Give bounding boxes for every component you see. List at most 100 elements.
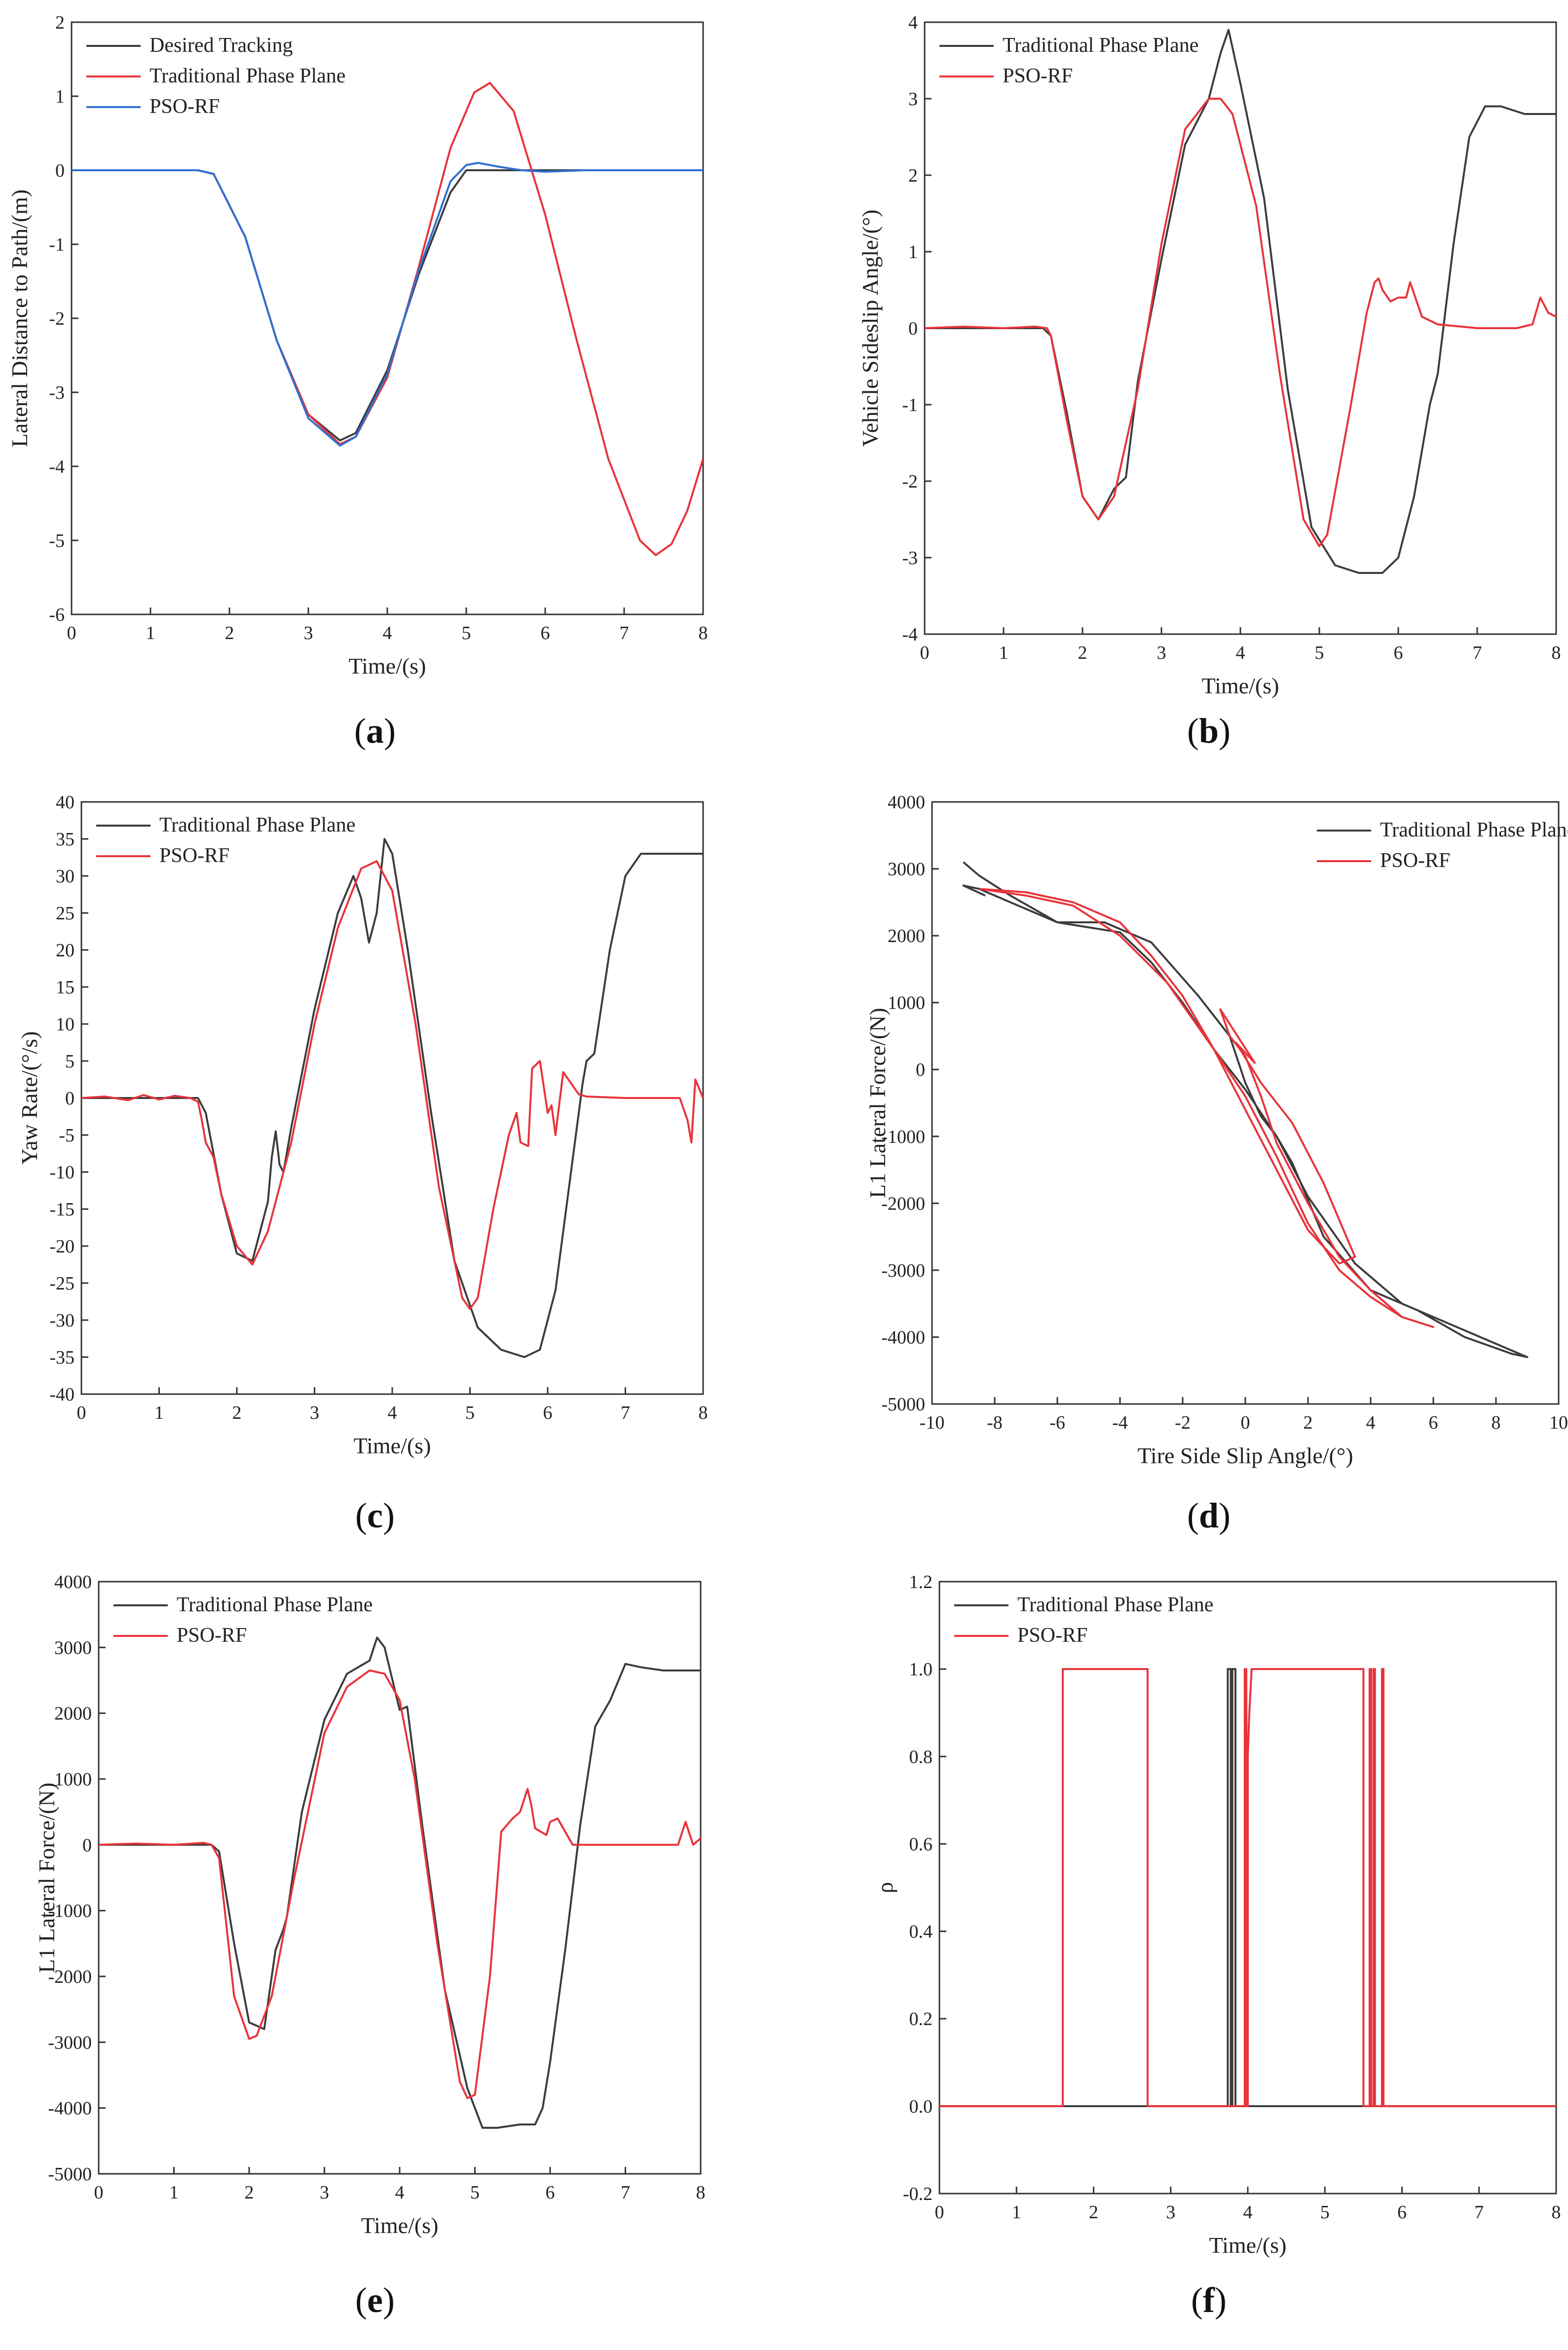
x-tick-label: 3: [310, 1402, 319, 1423]
legend-label: PSO-RF: [149, 95, 220, 118]
series-line-pso-rf: [979, 888, 1434, 1328]
y-axis-title: Vehicle Sideslip Angle/(°): [858, 210, 883, 447]
x-axis-title: Tire Side Slip Angle/(°): [1137, 1443, 1353, 1468]
series-line-pso-rf: [925, 98, 1556, 547]
y-tick-label: 5: [65, 1051, 75, 1072]
x-axis-title: Time/(s): [1202, 673, 1279, 698]
x-tick-label: 8: [1552, 2202, 1561, 2223]
y-tick-label: 1: [908, 242, 918, 263]
x-tick-label: 5: [462, 623, 471, 644]
y-tick-label: -25: [49, 1273, 75, 1294]
y-tick-label: 1: [55, 86, 65, 107]
y-axis-title: L1 Lateral Force/(N): [865, 1008, 890, 1198]
y-tick-label: 35: [56, 829, 75, 850]
y-tick-label: 0.6: [909, 1834, 933, 1855]
caption-letter: b: [1198, 711, 1219, 751]
y-tick-label: 1.2: [909, 1572, 933, 1592]
y-tick-label: 3000: [54, 1637, 92, 1658]
y-tick-label: -5000: [881, 1394, 925, 1415]
y-tick-label: 20: [56, 940, 75, 961]
y-tick-label: -3: [902, 548, 918, 569]
y-tick-label: -1: [902, 395, 918, 416]
series-line-traditional-phase-plane: [72, 82, 703, 556]
y-tick-label: -40: [49, 1384, 75, 1405]
x-tick-label: 5: [470, 2182, 480, 2203]
y-tick-label: -2000: [881, 1193, 925, 1214]
x-tick-label: 5: [1320, 2202, 1330, 2223]
y-tick-label: -0.2: [903, 2184, 933, 2204]
legend-label: PSO-RF: [177, 1624, 247, 1647]
x-tick-label: 4: [1366, 1412, 1376, 1433]
caption-letter: e: [367, 2280, 383, 2320]
x-tick-label: 8: [1492, 1412, 1501, 1433]
y-tick-label: -4: [49, 456, 65, 477]
series-line-traditional-phase-plane: [925, 29, 1556, 574]
y-tick-label: -35: [49, 1347, 75, 1368]
y-tick-label: -3000: [48, 2032, 92, 2053]
x-tick-label: 2: [1089, 2202, 1098, 2223]
x-tick-label: 6: [543, 1402, 553, 1423]
x-tick-label: 4: [1236, 643, 1245, 663]
legend-label: Traditional Phase Plane: [1003, 34, 1198, 57]
chart-panel-f: 0 1 2 3 4 5 6 7 8 -0.2 0.0 0.2 0.4 0.6 0.8 1.0 1.2 Time/(…: [872, 1572, 1561, 2258]
x-tick-label: 3: [1157, 643, 1166, 663]
caption-f: (f): [1191, 2280, 1227, 2320]
y-tick-label: -4000: [48, 2098, 92, 2119]
y-tick-label: -2: [49, 308, 65, 329]
series-line-pso-rf: [81, 860, 703, 1310]
x-tick-label: 8: [696, 2182, 706, 2203]
chart-panel-c: 0 1 2 3 4 5 6 7 8 -40 -35 -30 -25 -20 -15 -10 -5 0 5 10 15 20…: [17, 792, 708, 1458]
x-tick-label: 2: [225, 623, 234, 644]
x-tick-label: 6: [1394, 643, 1403, 663]
legend-label: Traditional Phase Plane: [1017, 1593, 1213, 1616]
y-tick-label: -1000: [48, 1901, 92, 1922]
y-tick-label: 0.4: [909, 1922, 933, 1942]
chart-panel-e: 0 1 2 3 4 5 6 7 8 -5000 -4000 -3000 -2000 -1000 0 1000 2…: [34, 1572, 706, 2238]
x-tick-label: 8: [1552, 643, 1561, 663]
y-axis-title: ρ: [872, 1882, 897, 1894]
y-tick-label: 3000: [888, 859, 925, 880]
x-tick-label: 2: [1078, 643, 1087, 663]
y-tick-label: 2000: [888, 926, 925, 947]
x-tick-label: 4: [383, 623, 392, 644]
y-tick-label: 2: [908, 165, 918, 186]
y-tick-label: 0: [82, 1835, 92, 1856]
y-axis-title: Yaw Rate/(°/s): [17, 1031, 42, 1165]
x-axis-title: Time/(s): [1209, 2233, 1287, 2258]
series-line-pso-rf: [99, 1669, 701, 2099]
x-axis-title: Time/(s): [361, 2213, 439, 2238]
x-tick-label: 1: [999, 643, 1008, 663]
x-tick-label: 8: [699, 623, 708, 644]
y-tick-label: -15: [49, 1199, 75, 1220]
x-tick-label: 6: [541, 623, 550, 644]
y-tick-label: 0: [908, 318, 918, 339]
series-line-pso-rf: [939, 1668, 1556, 2107]
y-tick-label: -5000: [48, 2164, 92, 2185]
y-tick-label: 0: [916, 1060, 925, 1080]
y-tick-label: -6: [49, 605, 65, 625]
y-tick-label: -1000: [881, 1127, 925, 1147]
y-tick-label: -3: [49, 382, 65, 403]
y-tick-label: 25: [56, 903, 75, 924]
x-tick-label: 4: [395, 2182, 405, 2203]
legend-label: PSO-RF: [1380, 849, 1450, 872]
y-tick-label: -10: [49, 1162, 75, 1183]
x-tick-label: 4: [1243, 2202, 1253, 2223]
x-tick-label: 0: [67, 623, 76, 644]
caption-c: (c): [355, 1496, 395, 1535]
x-tick-label: 10: [1549, 1412, 1568, 1433]
y-tick-label: 1.0: [909, 1659, 933, 1680]
y-tick-label: 3: [908, 89, 918, 110]
y-tick-label: 1000: [888, 993, 925, 1014]
x-tick-label: -2: [1175, 1412, 1191, 1433]
legend-label: Traditional Phase Plane: [177, 1593, 373, 1616]
chart-panel-d: -10 -8 -6 -4 -2 0 2 4 6 8 10 -5000 -4000 -3000 -2000 -1…: [865, 792, 1568, 1468]
y-tick-label: 0: [65, 1088, 75, 1109]
x-tick-label: 6: [546, 2182, 555, 2203]
x-tick-label: -10: [920, 1412, 945, 1433]
x-tick-label: 0: [920, 643, 930, 663]
legend-label: Traditional Phase Plane: [159, 814, 355, 836]
x-axis-title: Time/(s): [349, 653, 426, 679]
caption-b: (b): [1187, 711, 1231, 751]
y-tick-label: -30: [49, 1310, 75, 1331]
